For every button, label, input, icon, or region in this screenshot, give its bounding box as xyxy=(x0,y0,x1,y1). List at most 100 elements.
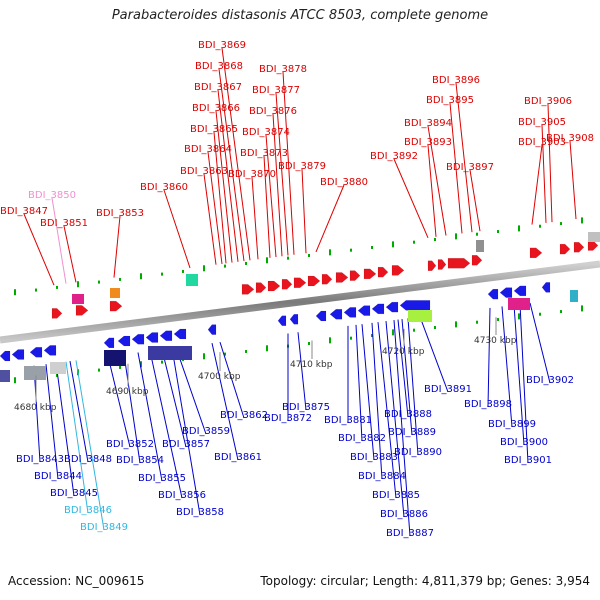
tick-mark xyxy=(497,318,499,322)
reverse-gene-arrow xyxy=(117,335,131,347)
leader-line xyxy=(547,103,553,223)
forward-gene-label: BDI_3863 xyxy=(180,166,228,177)
forward-gene-arrow xyxy=(447,258,471,269)
reverse-gene-label: BDI_3861 xyxy=(214,452,262,463)
leader-line xyxy=(393,158,429,238)
forward-gene-arrow xyxy=(241,284,255,295)
forward-gene-arrow xyxy=(51,308,63,319)
reverse-gene-arrow xyxy=(11,349,25,360)
reverse-gene-label: BDI_3888 xyxy=(384,409,432,420)
tick-mark xyxy=(56,373,58,377)
reverse-gene-arrow xyxy=(207,324,217,335)
reverse-gene-arrow xyxy=(29,346,43,358)
forward-gene-label: BDI_3851 xyxy=(40,218,88,229)
feature-block xyxy=(408,310,432,322)
reverse-gene-arrow xyxy=(43,345,57,356)
reverse-gene-label: BDI_3848 xyxy=(64,454,112,465)
tick-mark xyxy=(581,305,583,312)
leader-line xyxy=(397,319,409,418)
leader-line xyxy=(265,134,277,258)
leader-line xyxy=(69,361,89,463)
tick-mark xyxy=(308,253,310,257)
leader-line xyxy=(217,89,239,262)
scale-layer: 4680 kbp 4690 kbp 4700 kbp 4710 kbp 4720 kbp… xyxy=(14,317,517,413)
reverse-gene-label: BDI_3855 xyxy=(138,473,186,484)
forward-gene-arrow xyxy=(255,282,267,293)
leader-line xyxy=(55,362,75,497)
forward-gene-arrow xyxy=(377,266,389,278)
reverse-gene-label: BDI_3875 xyxy=(282,402,330,413)
reverse-gene-label: BDI_3849 xyxy=(80,522,128,533)
tick-mark xyxy=(266,345,268,352)
tick-mark xyxy=(476,232,478,236)
feature-block xyxy=(508,298,530,310)
forward-gene-label: BDI_3895 xyxy=(426,95,474,106)
forward-gene-arrow xyxy=(109,300,123,312)
forward-gene-label: BDI_3892 xyxy=(370,151,418,162)
reverse-gene-arrow xyxy=(487,288,499,300)
tick-mark xyxy=(518,313,520,320)
leader-line xyxy=(137,352,163,482)
forward-gene-arrow xyxy=(437,259,447,270)
reverse-gene-label: BDI_3900 xyxy=(500,437,548,448)
leader-line xyxy=(361,324,375,461)
leader-line xyxy=(215,110,233,263)
reverse-gene-label: BDI_3881 xyxy=(324,415,372,426)
leader-line xyxy=(315,184,345,253)
reverse-gene-arrow xyxy=(399,300,431,311)
feature-block xyxy=(50,362,66,374)
leader-line xyxy=(519,304,529,464)
leader-line xyxy=(65,361,89,514)
reverse-gene-label: BDI_3885 xyxy=(372,490,420,501)
tick-mark xyxy=(161,272,163,276)
forward-gene-label: BDI_3860 xyxy=(140,182,188,193)
reverse-gene-arrow xyxy=(541,282,551,293)
reverse-gene-label: BDI_3886 xyxy=(380,509,428,520)
reverse-gene-label: BDI_3884 xyxy=(358,471,406,482)
forward-gene-arrow xyxy=(349,270,361,281)
forward-gene-arrow xyxy=(75,305,89,316)
leader-line xyxy=(219,341,245,419)
leader-line xyxy=(377,322,397,499)
leader-line xyxy=(123,354,141,464)
leader-line xyxy=(513,304,525,446)
feature-block xyxy=(104,350,126,366)
tick-mark xyxy=(266,257,268,264)
forward-gene-label: BDI_3896 xyxy=(432,75,480,86)
tick-mark xyxy=(98,280,100,284)
feature-block xyxy=(148,346,192,360)
tick-mark xyxy=(581,217,583,224)
reverse-gene-label: BDI_3887 xyxy=(386,528,434,539)
reverse-gene-label: BDI_3882 xyxy=(338,433,386,444)
feature-block xyxy=(570,290,578,302)
leader-line xyxy=(63,225,77,283)
reverse-gene-arrow xyxy=(385,301,399,313)
tick-mark xyxy=(308,341,310,345)
reverse-gene-arrow xyxy=(159,330,173,341)
topology-label: Topology: circular; Length: 4,811,379 bp… xyxy=(260,574,590,588)
label-leader-lines xyxy=(23,47,577,537)
leader-line xyxy=(149,350,183,499)
genome-title: Parabacteroides distasonis ATCC 8503, co… xyxy=(111,8,489,23)
forward-gene-label: BDI_3894 xyxy=(404,118,452,129)
forward-gene-label: BDI_3864 xyxy=(184,144,232,155)
forward-gene-label: BDI_3876 xyxy=(249,106,297,117)
reverse-gene-arrow xyxy=(145,332,159,343)
reverse-gene-arrow xyxy=(0,350,11,362)
forward-gene-arrow xyxy=(427,260,437,272)
scale-label: 4690 kbp xyxy=(106,387,149,397)
reverse-gene-arrow xyxy=(131,334,145,345)
leader-line xyxy=(541,124,547,223)
tick-mark xyxy=(161,360,163,364)
leader-line xyxy=(51,197,67,284)
forward-gene-arrow xyxy=(363,268,377,280)
tick-mark xyxy=(455,233,457,240)
reverse-gene-arrow xyxy=(289,314,299,325)
tick-mark xyxy=(182,269,184,273)
tick-mark xyxy=(539,224,541,228)
tick-mark xyxy=(140,361,142,368)
tick-mark xyxy=(392,329,394,336)
forward-gene-arrow xyxy=(471,254,483,266)
tick-mark xyxy=(140,273,142,280)
